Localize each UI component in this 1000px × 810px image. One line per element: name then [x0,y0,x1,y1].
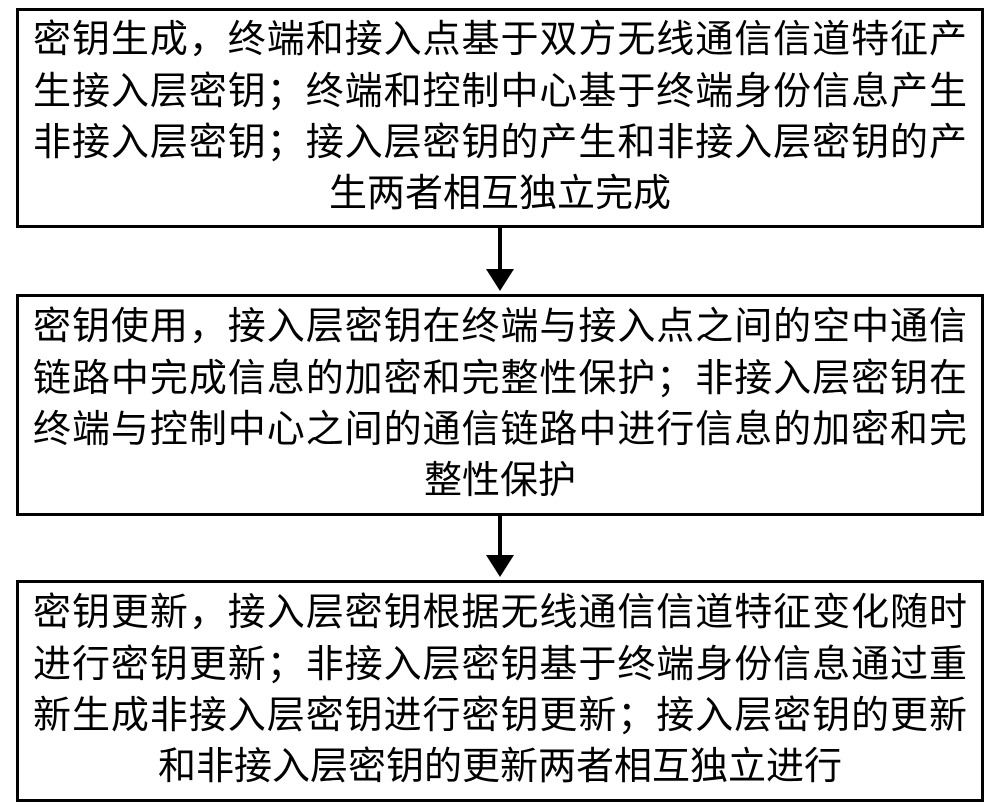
node-text: 密钥更新，接入层密钥根据无线通信信道特征变化随时进行密钥更新；非接入层密钥基于终… [33,588,967,793]
node-text: 密钥生成，终端和接入点基于双方无线通信信道特征产生接入层密钥；终端和控制中心基于… [33,15,967,220]
arrow-line [498,516,502,556]
node-text: 密钥使用，接入层密钥在终端与接入点之间的空中通信链路中完成信息的加密和完整性保护… [33,302,967,507]
arrow-line [498,228,502,270]
flowchart-arrow [486,228,514,291]
arrow-head-icon [486,269,514,291]
flowchart-node-key-generation: 密钥生成，终端和接入点基于双方无线通信信道特征产生接入层密钥；终端和控制中心基于… [16,8,984,228]
arrow-head-icon [486,555,514,577]
flowchart-node-key-update: 密钥更新，接入层密钥根据无线通信信道特征变化随时进行密钥更新；非接入层密钥基于终… [16,580,984,802]
flowchart-node-key-usage: 密钥使用，接入层密钥在终端与接入点之间的空中通信链路中完成信息的加密和完整性保护… [16,294,984,516]
flowchart-arrow [486,516,514,577]
flowchart-container: 密钥生成，终端和接入点基于双方无线通信信道特征产生接入层密钥；终端和控制中心基于… [0,0,1000,810]
